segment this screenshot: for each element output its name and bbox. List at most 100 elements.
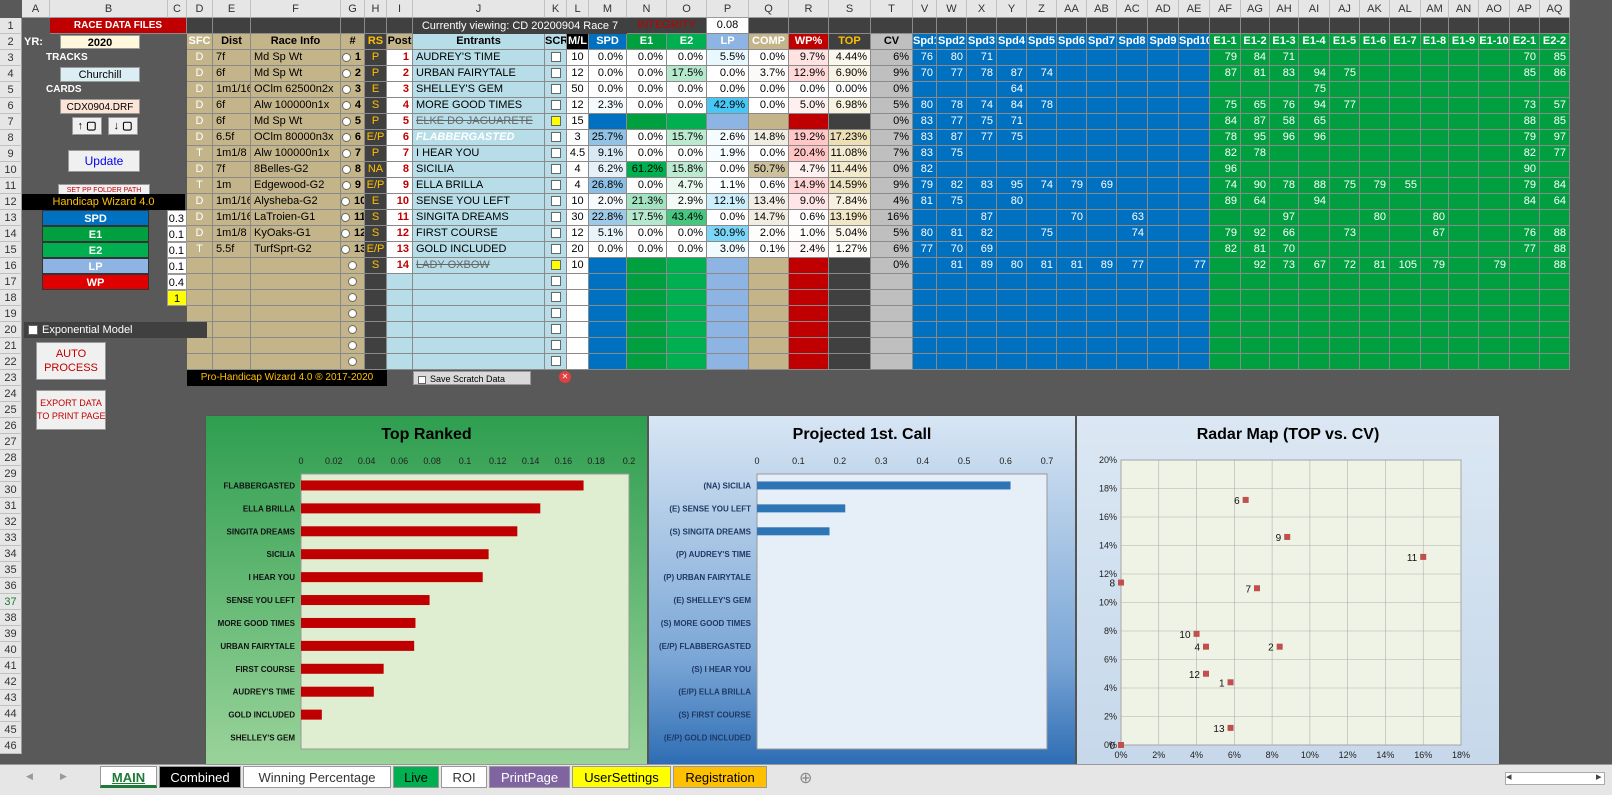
row-header-21[interactable]: 21	[0, 338, 22, 354]
row-header-10[interactable]: 10	[0, 162, 22, 178]
entrant-name[interactable]: ELLA BRILLA	[413, 178, 545, 194]
row-header-35[interactable]: 35	[0, 562, 22, 578]
select-radio[interactable]	[341, 132, 351, 142]
bar--na-sicilia[interactable]	[757, 481, 1011, 490]
scratch-checkbox[interactable]	[550, 84, 561, 95]
column-header-n[interactable]: N	[627, 0, 667, 18]
bar-audrey-s-time[interactable]	[301, 686, 374, 697]
column-header-s[interactable]: S	[829, 0, 871, 18]
scatter-point-9[interactable]	[1284, 533, 1291, 540]
tab-printpage[interactable]: PrintPage	[489, 766, 570, 788]
row-header-37[interactable]: 37	[0, 594, 22, 610]
row-header-28[interactable]: 28	[0, 450, 22, 466]
select-radio[interactable]	[341, 100, 351, 110]
exponential-model-toggle[interactable]: ✓ Exponential Model	[24, 322, 207, 338]
column-header-v[interactable]: V	[913, 0, 937, 18]
move-down-button[interactable]: ↓ ▢	[108, 117, 138, 135]
row-header-46[interactable]: 46	[0, 738, 22, 754]
entrant-name[interactable]: LADY OXBOW	[413, 258, 545, 274]
row-header-34[interactable]: 34	[0, 546, 22, 562]
update-button[interactable]: Update	[68, 150, 140, 172]
tab-registration[interactable]: Registration	[673, 766, 767, 788]
bar-sicilia[interactable]	[301, 549, 489, 560]
tab-usersettings[interactable]: UserSettings	[572, 766, 671, 788]
scratch-checkbox[interactable]	[550, 260, 561, 271]
column-header-e[interactable]: E	[213, 0, 251, 18]
column-header-q[interactable]: Q	[749, 0, 789, 18]
row-header-39[interactable]: 39	[0, 626, 22, 642]
scroll-right-icon[interactable]: ▶	[60, 771, 67, 781]
row-header-43[interactable]: 43	[0, 690, 22, 706]
column-header-j[interactable]: J	[413, 0, 545, 18]
entrant-name[interactable]: I HEAR YOU	[413, 146, 545, 162]
column-header-f[interactable]: F	[251, 0, 341, 18]
bar-ella-brilla[interactable]	[301, 503, 541, 514]
scratch-checkbox[interactable]	[550, 244, 561, 255]
row-header-17[interactable]: 17	[0, 274, 22, 290]
row-header-20[interactable]: 20	[0, 322, 22, 338]
weight-input-wp[interactable]: 0.4	[167, 274, 187, 290]
column-header-ah[interactable]: AH	[1270, 0, 1299, 18]
column-header-x[interactable]: X	[967, 0, 997, 18]
scatter-point-8[interactable]	[1118, 579, 1124, 586]
select-radio[interactable]	[348, 324, 357, 334]
tab-live[interactable]: Live	[393, 766, 439, 788]
row-header-31[interactable]: 31	[0, 498, 22, 514]
select-radio[interactable]	[341, 52, 351, 62]
row-header-22[interactable]: 22	[0, 354, 22, 370]
column-header-aj[interactable]: AJ	[1330, 0, 1360, 18]
export-print-button[interactable]: EXPORT DATA TO PRINT PAGE	[36, 390, 106, 430]
horizontal-scrollbar[interactable]	[1505, 772, 1605, 785]
row-header-25[interactable]: 25	[0, 402, 22, 418]
row-header-38[interactable]: 38	[0, 610, 22, 626]
select-radio[interactable]	[341, 196, 350, 206]
select-radio[interactable]	[341, 84, 351, 94]
move-up-button[interactable]: ↑ ▢	[72, 117, 102, 135]
row-header-27[interactable]: 27	[0, 434, 22, 450]
bar-more-good-times[interactable]	[301, 617, 416, 628]
row-header-24[interactable]: 24	[0, 386, 22, 402]
entrant-name[interactable]: SICILIA	[413, 162, 545, 178]
scratch-checkbox[interactable]	[550, 132, 561, 143]
select-radio[interactable]	[341, 148, 351, 158]
weight-input-spd[interactable]: 0.3	[167, 210, 187, 226]
scratch-checkbox[interactable]	[550, 324, 561, 335]
row-header-23[interactable]: 23	[0, 370, 22, 386]
column-header-r[interactable]: R	[789, 0, 829, 18]
row-header-18[interactable]: 18	[0, 290, 22, 306]
select-radio[interactable]	[348, 340, 357, 350]
select-radio[interactable]	[348, 260, 357, 270]
row-header-32[interactable]: 32	[0, 514, 22, 530]
row-header-44[interactable]: 44	[0, 706, 22, 722]
row-header-7[interactable]: 7	[0, 114, 22, 130]
select-radio[interactable]	[348, 356, 357, 366]
column-header-c[interactable]: C	[168, 0, 187, 18]
card-select[interactable]: CDX0904.DRF	[60, 99, 140, 114]
scatter-point-2[interactable]	[1276, 643, 1283, 650]
scratch-checkbox[interactable]	[550, 52, 561, 63]
row-header-41[interactable]: 41	[0, 658, 22, 674]
select-radio[interactable]	[348, 292, 357, 302]
column-header-w[interactable]: W	[937, 0, 967, 18]
column-header-ab[interactable]: AB	[1087, 0, 1117, 18]
entrant-name[interactable]: URBAN FAIRYTALE	[413, 66, 545, 82]
row-header-16[interactable]: 16	[0, 258, 22, 274]
scratch-checkbox[interactable]	[550, 308, 561, 319]
column-header-b[interactable]: B	[50, 0, 168, 18]
row-header-30[interactable]: 30	[0, 482, 22, 498]
year-input[interactable]: 2020	[60, 35, 140, 49]
scratch-checkbox[interactable]	[550, 196, 561, 207]
select-radio[interactable]	[341, 68, 351, 78]
scatter-point-12[interactable]	[1203, 670, 1209, 677]
bar-urban-fairytale[interactable]	[301, 640, 415, 651]
column-header-h[interactable]: H	[365, 0, 387, 18]
select-radio[interactable]	[341, 116, 351, 126]
select-radio[interactable]	[341, 228, 350, 238]
scatter-point-0[interactable]	[1118, 742, 1124, 748]
bar-sense-you-left[interactable]	[301, 595, 430, 606]
tab-roi[interactable]: ROI	[441, 766, 487, 788]
entrant-name[interactable]: MORE GOOD TIMES	[413, 98, 545, 114]
select-radio[interactable]	[341, 212, 350, 222]
entrant-name[interactable]: SHELLEY'S GEM	[413, 82, 545, 98]
entrant-name[interactable]: GOLD INCLUDED	[413, 242, 545, 258]
